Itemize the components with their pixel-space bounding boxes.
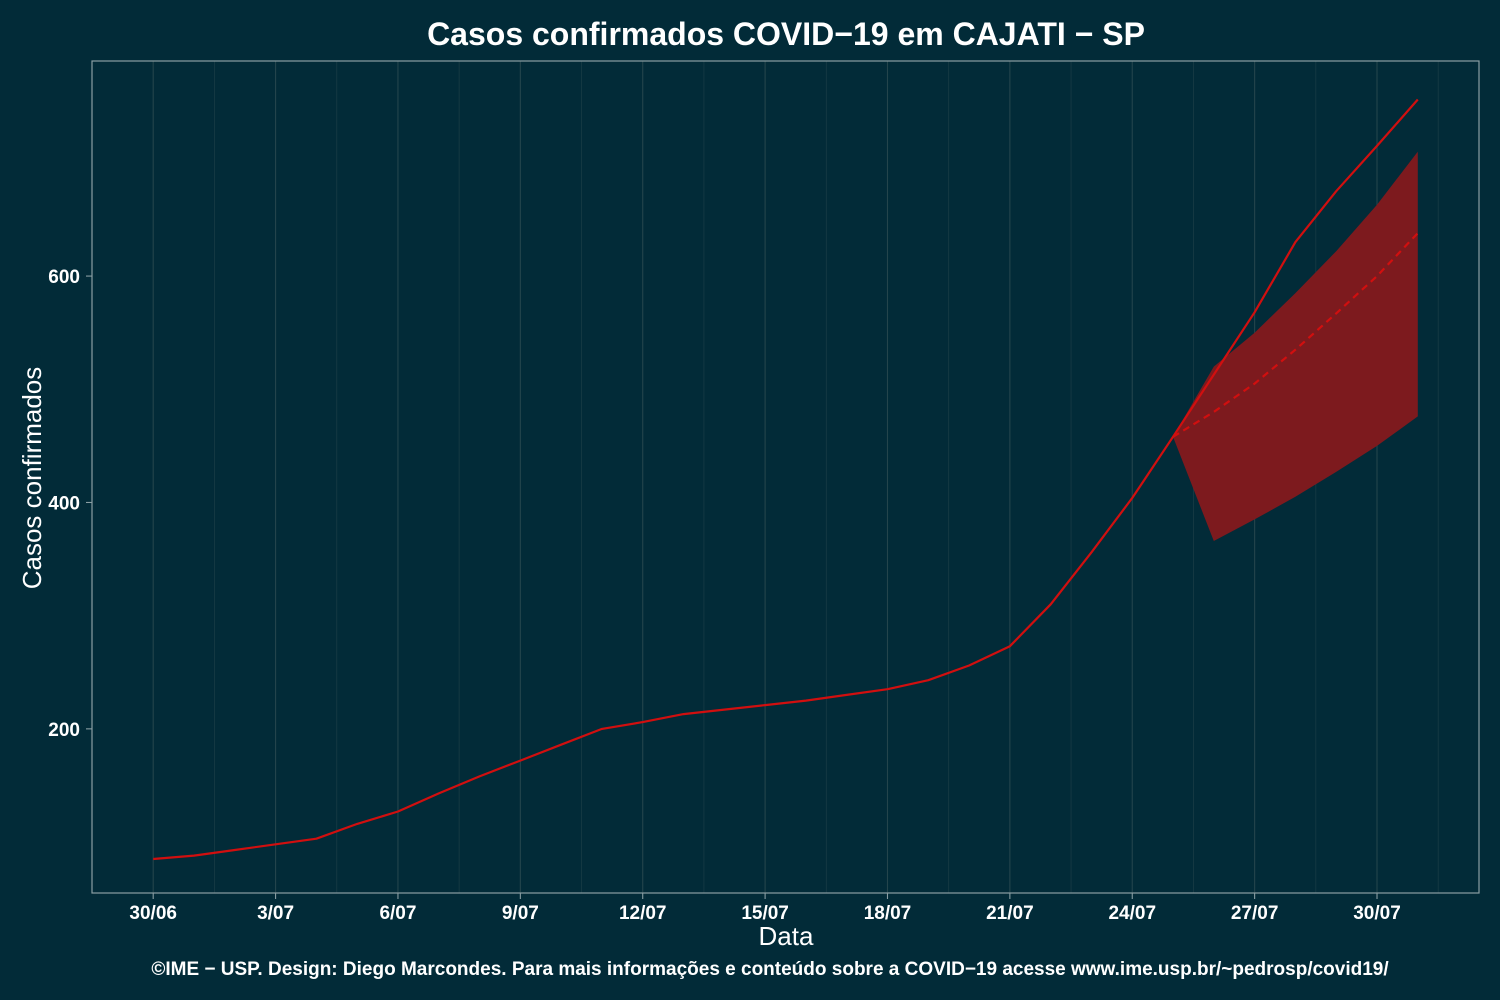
x-tick-label: 3/07 bbox=[257, 903, 294, 924]
y-axis-title: Casos confirmados bbox=[17, 367, 47, 590]
chart-title: Casos confirmados COVID−19 em CAJATI − S… bbox=[427, 16, 1145, 52]
prediction-band-area bbox=[1173, 151, 1418, 541]
y-tick-label: 600 bbox=[48, 267, 80, 288]
y-tick-label: 400 bbox=[48, 493, 80, 514]
plot-panel-border bbox=[91, 60, 1480, 894]
x-axis-title: Data bbox=[759, 921, 814, 951]
x-tick-label: 12/07 bbox=[619, 903, 667, 924]
x-tick-label: 18/07 bbox=[864, 903, 912, 924]
confirmed-cases-line bbox=[153, 98, 1419, 861]
chart-caption: ©IME − USP. Design: Diego Marcondes. Par… bbox=[151, 959, 1389, 980]
x-tick-label: 27/07 bbox=[1231, 903, 1279, 924]
x-tick-label: 24/07 bbox=[1108, 903, 1156, 924]
x-tick-label: 30/07 bbox=[1353, 903, 1401, 924]
x-tick-label: 6/07 bbox=[379, 903, 416, 924]
x-tick-label: 21/07 bbox=[986, 903, 1034, 924]
series-lines bbox=[153, 98, 1419, 861]
predicted-cases-line bbox=[1172, 232, 1419, 438]
y-tick-label: 200 bbox=[48, 720, 80, 741]
projection-band bbox=[1173, 151, 1418, 541]
x-tick-label: 15/07 bbox=[741, 903, 789, 924]
x-tick-label: 30/06 bbox=[129, 903, 177, 924]
x-tick-label: 9/07 bbox=[502, 903, 539, 924]
grid-lines bbox=[152, 61, 1439, 893]
axis-ticks: 30/06 3/07 6/07 9/07 12/07 15/07 18/07 21/07 24/… bbox=[48, 267, 1400, 924]
